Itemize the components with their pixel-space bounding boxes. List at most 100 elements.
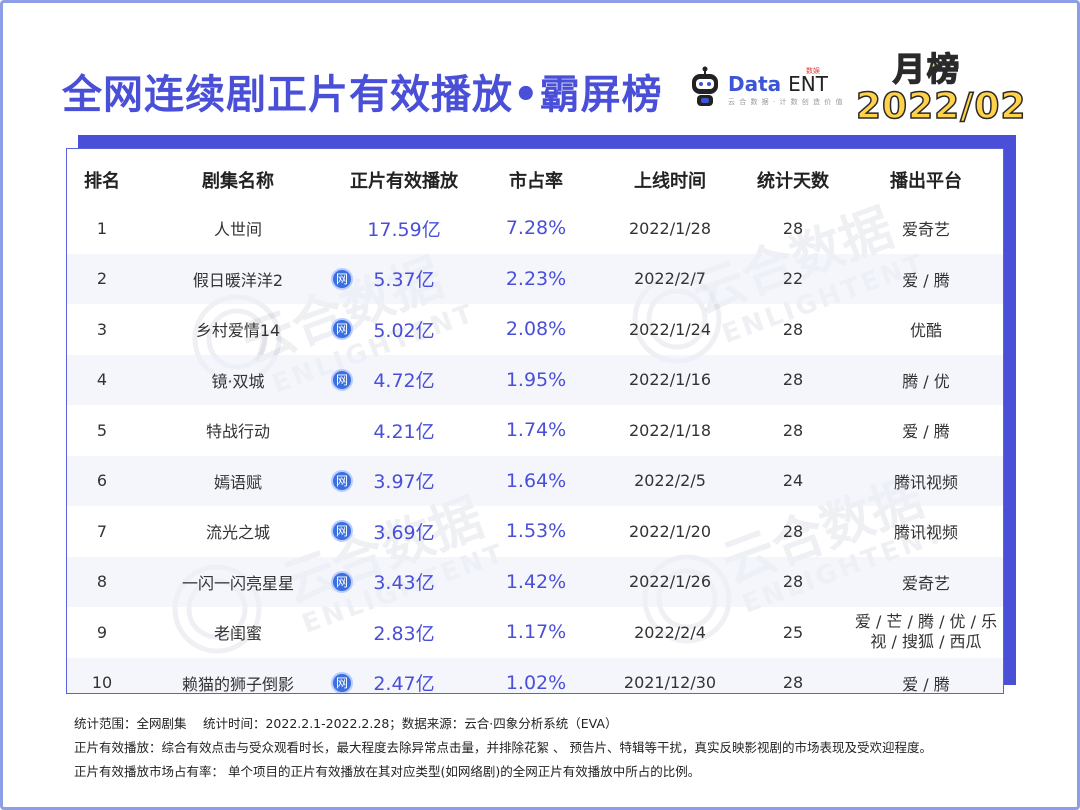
market-share-cell: 1.74% [505,419,567,442]
rank-cell: 6 [67,455,137,506]
rank-cell: 9 [96,622,108,642]
effective-plays-value: 5.02亿 [373,319,435,342]
page-title: 全网连续剧正片有效播放•霸屏榜 [62,72,663,118]
effective-plays-cell: 网 5.02亿 [331,304,469,355]
ranking-table-card: 云合数据 ENLIGHTENT 云合数据 ENLIGHTENT 云合数据 ENL… [66,148,1004,694]
market-share-cell: 2.23% [469,253,603,304]
market-share-cell: 1.95% [469,354,603,405]
ranking-table: 排名 剧集名称 正片有效播放 市占率 上线时间 统计天数 播出平台 1 人世间 17… [67,157,1003,694]
release-date-cell: 2022/1/16 [603,354,737,405]
footnote-scope: 统计范围：全网剧集 统计时间：2022.2.1-2022.2.28；数据来源：云… [74,716,618,731]
logo-subtitle: 云 合 数 据 · 计 数 创 造 价 值 [728,98,844,106]
market-share-cell: 2.08% [505,318,567,341]
effective-plays-cell: 网 5.37亿 [331,253,469,304]
web-series-icon: 网 [331,520,353,543]
drama-name-cell: 赖猫的狮子倒影 [137,657,339,693]
release-date-cell: 2022/2/7 [603,253,737,304]
release-date-cell: 2022/1/18 [628,420,712,440]
table-row: 5 特战行动 4.21亿 1.74% 2022/1/18 28 爱 / 腾 [67,405,1003,456]
drama-name-cell: 流光之城 [205,523,270,543]
drama-name-cell: 人世间 [213,220,262,240]
rank-cell: 2 [67,253,137,304]
table-row: 9 老闺蜜 2.83亿 1.17% 2022/2/4 25 爱 / 芒 / 腾 / 优 / … [67,607,1003,658]
table-row: 3 乡村爱情14 网 5.02亿 2.08% 2022/1/24 28 优酷 [67,304,1003,355]
platform-cell: 腾讯视频 [893,523,958,543]
platform-cell: 爱 / 芒 / 腾 / 优 / 乐视 / 搜狐 / 西瓜 [849,607,1003,658]
stat-days-cell: 28 [737,354,849,405]
effective-plays-cell: 17.59亿 [339,203,469,254]
web-series-icon: 网 [331,318,353,341]
effective-plays-value: 2.47亿 [373,673,435,694]
drama-name-cell: 嫣语赋 [137,455,339,506]
column-header-days: 统计天数 [757,171,829,192]
rank-cell: 3 [96,319,108,339]
market-share-cell: 1.02% [469,657,603,693]
table-row: 8 一闪一闪亮星星网 3.43亿 1.42% 2022/1/26 28 爱奇艺 [67,556,1003,607]
rank-cell: 8 [67,556,137,607]
effective-plays-value: 3.97亿 [373,471,435,494]
effective-plays-cell: 4.21亿 [339,405,469,456]
effective-plays-value: 5.37亿 [373,269,435,292]
platform-cell: 爱 / 腾 [902,422,950,442]
column-header-release-date: 上线时间 [634,171,706,192]
table-row: 10 赖猫的狮子倒影网 2.47亿 1.02% 2021/12/30 28 爱 / 腾 [67,657,1003,694]
table-row: 6 嫣语赋网 3.97亿 1.64% 2022/2/5 24 腾讯视频 [67,455,1003,506]
rank-cell: 4 [67,354,137,405]
effective-plays-value: 3.69亿 [373,521,435,544]
drama-name-cell: 乡村爱情14 [195,321,281,341]
web-series-icon: 网 [331,671,353,693]
effective-plays-cell: 网 3.69亿 [331,506,469,557]
table-row: 2 假日暖洋洋2 网 5.37亿 2.23% 2022/2/7 22 爱 / 腾 [67,253,1003,304]
drama-name-cell: 一闪一闪亮星星 [137,556,339,607]
effective-plays-value: 4.21亿 [373,420,435,443]
platform-line-1: 爱 / 芒 / 腾 / 优 / 乐 [854,612,998,632]
table-row: 1 人世间 17.59亿 7.28% 2022/1/28 28 爱奇艺 [67,203,1003,254]
stat-days-cell: 22 [737,253,849,304]
market-share-cell: 1.53% [505,520,567,543]
drama-name-cell: 假日暖洋洋2 [137,253,339,304]
robot-logo-icon [692,66,718,106]
effective-plays-value: 4.72亿 [373,370,435,393]
dataent-logo: Data ENT 数娱 云 合 数 据 · 计 数 创 造 价 值 [688,64,842,112]
market-share-cell: 7.28% [505,217,567,240]
table-row: 4 镜·双城网 4.72亿 1.95% 2022/1/16 28 腾 / 优 [67,354,1003,405]
logo-text-data: Data [728,72,782,96]
effective-plays-cell: 2.83亿 [339,607,469,658]
web-series-icon: 网 [331,267,353,290]
effective-plays-cell: 网 2.47亿 [331,657,469,694]
platform-cell: 爱奇艺 [901,220,950,240]
logo-text-ent: ENT [788,72,828,96]
release-date-cell: 2022/2/4 [634,622,706,642]
release-date-cell: 2022/1/28 [628,218,712,238]
logo-badge: 数娱 [806,67,820,75]
drama-name-cell: 老闺蜜 [213,624,262,644]
release-date-cell: 2022/1/24 [628,319,712,339]
release-date-cell: 2022/1/20 [628,521,712,541]
effective-plays-cell: 网 4.72亿 [331,354,469,405]
stat-days-cell: 24 [737,455,849,506]
column-header-plays: 正片有效播放 [350,171,458,192]
market-share-cell: 1.17% [505,621,567,644]
web-series-icon: 网 [331,570,353,593]
stat-days-cell: 28 [782,218,804,238]
drama-name-cell: 镜·双城 [137,354,339,405]
rank-cell: 7 [96,521,108,541]
drama-name-cell: 特战行动 [205,422,270,442]
rank-cell: 5 [96,420,108,440]
rank-cell: 10 [67,657,137,693]
effective-plays-value: 2.83亿 [373,622,435,645]
platform-cell: 爱 / 腾 [849,253,1003,304]
stat-days-cell: 25 [782,622,804,642]
column-header-rank: 排名 [84,171,120,192]
table-header-row: 排名 剧集名称 正片有效播放 市占率 上线时间 统计天数 播出平台 [67,157,1003,203]
release-date-cell: 2022/1/26 [603,556,737,607]
release-date-cell: 2021/12/30 [603,657,737,693]
release-date-cell: 2022/2/5 [603,455,737,506]
stat-days-cell: 28 [737,657,849,693]
footnote-definition-plays: 正片有效播放：综合有效点击与受众观看时长，最大程度去除异常点击量，并排除花絮 、… [74,740,932,755]
market-share-cell: 1.42% [469,556,603,607]
footnote-definition-share: 正片有效播放市场占有率： 单个项目的正片有效播放在其对应类型(如网络剧)的全网正… [74,764,701,779]
table-row: 7 流光之城 网 3.69亿 1.53% 2022/1/20 28 腾讯视频 [67,506,1003,557]
platform-cell: 腾 / 优 [849,354,1003,405]
